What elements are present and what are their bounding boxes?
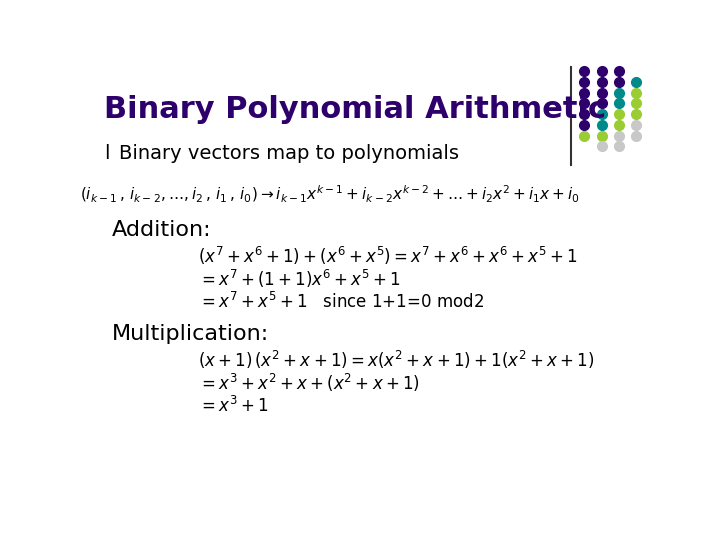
Text: $= x^3 + x^2 + x + (x^2 + x + 1)$: $= x^3 + x^2 + x + (x^2 + x + 1)$ [199, 372, 420, 394]
Text: $(i_{k-1}\, , \, i_{k-2} ,\ldots, i_2 \, , \, i_1 \, , \, i_0) \rightarrow i_{k-: $(i_{k-1}\, , \, i_{k-2} ,\ldots, i_2 \,… [80, 184, 580, 205]
Text: Binary vectors map to polynomials: Binary vectors map to polynomials [120, 144, 459, 163]
Text: $= x^7 +x^5 + 1$   since 1+1=0 mod2: $= x^7 +x^5 + 1$ since 1+1=0 mod2 [199, 292, 485, 312]
Text: Binary Polynomial Arithmetic: Binary Polynomial Arithmetic [104, 95, 606, 124]
Text: $= x^3 + 1$: $= x^3 + 1$ [199, 396, 269, 416]
Text: $(x + 1)\,(x^2 + x + 1) = x(x^2 + x + 1) + 1(x^2 + x + 1)$: $(x + 1)\,(x^2 + x + 1) = x(x^2 + x + 1)… [199, 349, 595, 371]
Text: $(x^7 + x^6 + 1) + (x^6 + x^5) = x^7 + x^6 + x^6 + x^5 + 1$: $(x^7 + x^6 + 1) + (x^6 + x^5) = x^7 + x… [199, 245, 578, 267]
Text: $= x^7 +(1+1)x^6 + x^5 + 1$: $= x^7 +(1+1)x^6 + x^5 + 1$ [199, 268, 402, 290]
Text: Multiplication:: Multiplication: [112, 325, 269, 345]
Text: Addition:: Addition: [112, 220, 212, 240]
Text: l: l [104, 144, 109, 163]
